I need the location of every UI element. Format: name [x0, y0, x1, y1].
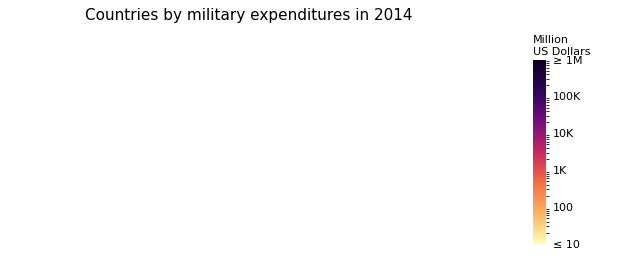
Text: Countries by military expenditures in 2014: Countries by military expenditures in 20…	[85, 8, 413, 23]
Text: Million
US Dollars: Million US Dollars	[533, 35, 590, 57]
